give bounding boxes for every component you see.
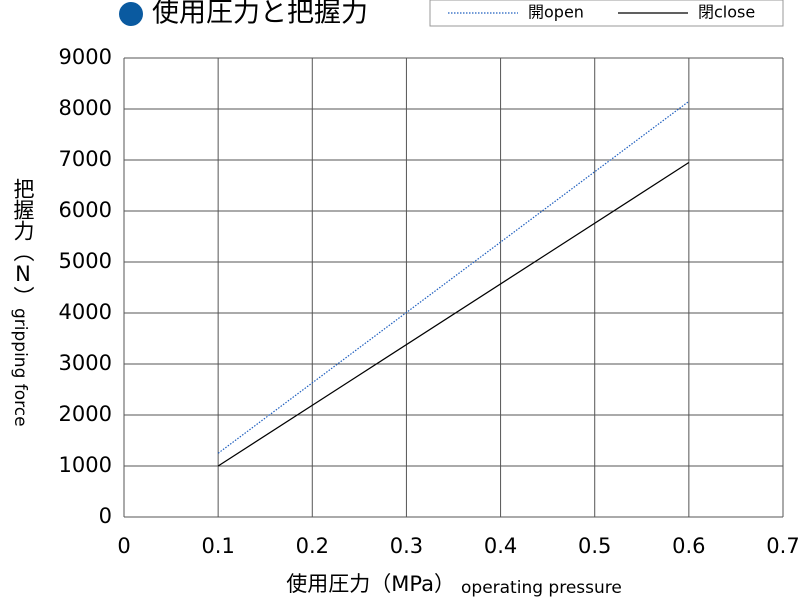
legend-label: 閉close — [698, 3, 755, 22]
title-marker — [119, 2, 143, 26]
y-tick-label: 0 — [99, 504, 112, 528]
y-axis-label: 把握力（N） — [11, 178, 35, 307]
y-tick-label: 5000 — [59, 249, 112, 273]
x-tick-label: 0 — [117, 534, 130, 558]
y-tick-label: 6000 — [59, 198, 112, 222]
x-axis-label: 使用圧力（MPa） — [286, 572, 455, 596]
x-tick-label: 0.2 — [296, 534, 329, 558]
y-tick-label: 8000 — [59, 96, 112, 120]
legend-label: 開open — [528, 3, 584, 22]
chart-title: 使用圧力と把握力 — [152, 0, 368, 29]
x-tick-label: 0.5 — [578, 534, 611, 558]
y-tick-label: 7000 — [59, 147, 112, 171]
x-tick-label: 0.7 — [766, 534, 799, 558]
y-axis-label-en: gripping force — [10, 308, 30, 427]
x-axis-label-en: operating pressure — [461, 578, 622, 598]
y-tick-label: 2000 — [59, 402, 112, 426]
y-tick-label: 9000 — [59, 45, 112, 69]
y-tick-label: 1000 — [59, 453, 112, 477]
x-tick-label: 0.6 — [672, 534, 705, 558]
data-line — [217, 100, 690, 454]
x-tick-label: 0.3 — [390, 534, 423, 558]
y-tick-label: 4000 — [59, 300, 112, 324]
legend-box — [429, 0, 784, 27]
data-line — [217, 162, 690, 467]
y-tick-label: 3000 — [59, 351, 112, 375]
x-tick-label: 0.1 — [201, 534, 234, 558]
x-tick-label: 0.4 — [484, 534, 517, 558]
